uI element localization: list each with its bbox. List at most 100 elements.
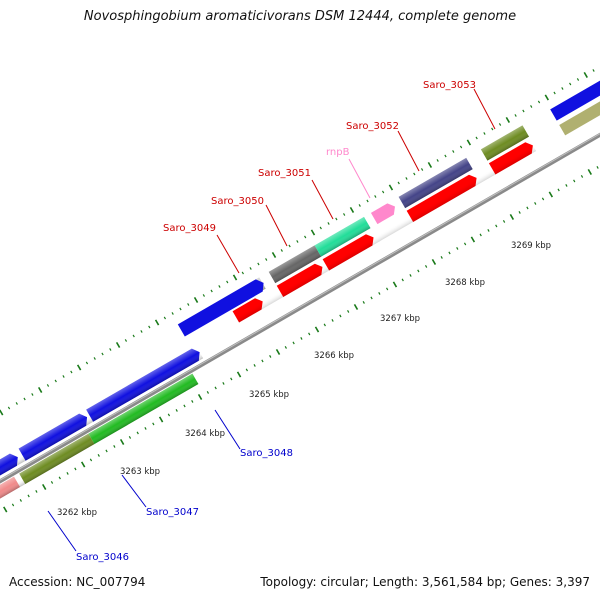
tick-mark (483, 132, 486, 135)
tick-mark (409, 274, 412, 277)
gene-offscreen-khaki[interactable] (559, 84, 600, 136)
tick-mark (66, 472, 69, 475)
tick-mark (101, 352, 104, 356)
gene-saro-3052[interactable] (398, 157, 473, 209)
tick-mark (105, 449, 108, 453)
tick-mark (80, 461, 86, 468)
leader-line (265, 204, 288, 247)
gene-label-saro-3047[interactable]: Saro_3047 (146, 507, 199, 518)
tick-mark (310, 229, 316, 236)
feature-khaki-right[interactable] (559, 84, 600, 136)
gene-saro-3053[interactable] (480, 125, 529, 161)
tick-mark (89, 458, 93, 462)
leader-line (47, 510, 77, 552)
tick-mark (405, 177, 408, 180)
tick-mark (487, 229, 490, 232)
tick-mark (413, 172, 416, 176)
feature-rnpb[interactable] (370, 201, 398, 225)
tick-mark (31, 393, 34, 396)
tick-mark (46, 384, 50, 387)
tick-mark (388, 184, 394, 191)
gene-label-saro-3050[interactable]: Saro_3050 (211, 196, 264, 207)
tick-mark (479, 233, 482, 237)
tick-mark (85, 361, 89, 365)
tick-mark (232, 274, 238, 281)
cds-track-upper (232, 139, 537, 323)
leader-line (311, 179, 334, 220)
tick-mark (23, 397, 26, 401)
leader-line (348, 158, 371, 199)
tick-mark (167, 413, 171, 417)
genome-backbone-highlight (0, 94, 600, 516)
tick-mark (347, 310, 350, 313)
tick-mark (132, 334, 135, 338)
tick-mark (353, 303, 359, 310)
genome-backbone (0, 94, 600, 518)
tick-mark (596, 166, 599, 169)
gene-saro-3051[interactable] (314, 216, 371, 257)
tick-mark (241, 271, 244, 275)
tick-label: 3264 kbp (185, 429, 225, 439)
tick-mark (470, 236, 476, 243)
gene-label-saro-3049[interactable]: Saro_3049 (163, 223, 216, 234)
gene-blue-forward-1[interactable] (177, 277, 267, 337)
gene-label-saro-3052[interactable]: Saro_3052 (346, 121, 399, 132)
tick-mark (15, 402, 18, 405)
tick-mark (257, 262, 260, 266)
tick-label: 3266 kbp (314, 351, 354, 361)
tick-mark (370, 296, 373, 300)
tick-mark (530, 105, 533, 108)
tick-mark (420, 168, 424, 171)
tick-mark (444, 154, 447, 158)
leader-line (214, 409, 241, 450)
tick-mark (253, 364, 256, 367)
tick-mark (541, 197, 545, 201)
feature-blue-right[interactable] (550, 69, 600, 121)
tick-mark (378, 292, 381, 295)
gene-rnpb[interactable] (370, 201, 398, 225)
gene-label-saro-3053[interactable]: Saro_3053 (423, 80, 476, 91)
tick-mark (386, 287, 389, 291)
tick-mark (3, 506, 8, 513)
leader-line (397, 130, 420, 172)
gene-labels-below: Saro_3046 Saro_3047 Saro_3048 (47, 409, 293, 563)
tick-mark (557, 188, 560, 192)
accession-label: Accession: NC_007794 (9, 575, 146, 589)
tick-mark (226, 280, 229, 284)
tick-mark (366, 199, 369, 203)
tick-mark (583, 71, 588, 78)
gene-label-rnpb[interactable]: rnpB (326, 147, 350, 158)
tick-mark (431, 258, 437, 265)
tick-mark (58, 476, 61, 480)
tick-mark (339, 314, 342, 318)
tick-mark (491, 127, 494, 131)
tick-mark (119, 438, 125, 445)
tick-mark (236, 371, 242, 378)
gene-saro-3050[interactable] (268, 245, 322, 284)
tick-mark (459, 145, 463, 149)
tick-mark (587, 168, 592, 175)
tick-label: 3269 kbp (511, 241, 551, 251)
tick-mark (271, 251, 277, 258)
tick-mark (275, 348, 281, 355)
tick-mark (526, 206, 529, 210)
tick-mark (573, 179, 576, 183)
tick-mark (245, 368, 248, 372)
tick-mark (249, 267, 252, 270)
gene-label-saro-3046[interactable]: Saro_3046 (76, 552, 129, 563)
gene-label-saro-3048[interactable]: Saro_3048 (240, 448, 293, 459)
tick-mark (183, 404, 186, 408)
tick-mark (35, 490, 38, 493)
tick-mark (230, 377, 233, 381)
tick-mark (42, 483, 47, 490)
gene-label-saro-3051[interactable]: Saro_3051 (258, 168, 311, 179)
tick-mark (569, 82, 572, 86)
genome-title: Novosphingobium aromaticivorans DSM 1244… (83, 9, 517, 24)
tick-mark (74, 467, 77, 471)
tick-mark (331, 319, 334, 322)
tick-mark (197, 393, 203, 400)
tick-mark (392, 281, 398, 288)
gene-offscreen-blue[interactable] (550, 69, 600, 121)
feature-blue-arrow[interactable] (177, 277, 267, 337)
